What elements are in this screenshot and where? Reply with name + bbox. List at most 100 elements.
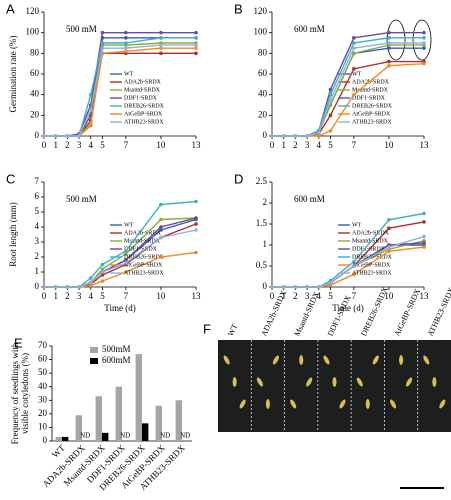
y-tick-label: 20 (258, 109, 268, 119)
x-tick-label: 2 (293, 140, 298, 150)
data-point (422, 241, 426, 245)
data-point (270, 134, 274, 138)
data-point (328, 87, 333, 92)
data-point (124, 36, 128, 40)
y-tick-label: 50 (38, 367, 48, 377)
y-tick-label: 2.5 (256, 176, 268, 186)
seedling (323, 355, 330, 365)
seedling (232, 377, 237, 387)
seedling (239, 399, 246, 409)
x-tick-label: 1 (281, 291, 286, 301)
seedling (272, 355, 279, 365)
legend-label: Msantd-SRDX (352, 87, 389, 93)
x-tick-label: 4 (317, 291, 322, 301)
y-tick-label: 0 (35, 130, 40, 140)
legend-label: AtGeBP-SRDX (124, 111, 163, 117)
x-tick-label: 4 (317, 140, 322, 150)
data-point (124, 49, 128, 54)
x-tick-label: 3 (77, 140, 82, 150)
y-tick-label: 40 (258, 89, 268, 99)
data-point (100, 270, 105, 274)
data-point (124, 30, 128, 35)
data-point (159, 228, 163, 232)
bar (102, 432, 109, 441)
x-tick-label: 10 (384, 140, 394, 150)
annotation: 500 mM (66, 194, 97, 204)
data-point (159, 36, 163, 40)
y-tick-label: 0 (43, 435, 48, 445)
seedling (399, 355, 404, 365)
y-tick-label: 5 (35, 206, 40, 216)
legend-label: Msantd-SRDX (124, 238, 161, 244)
data-point (270, 285, 274, 289)
data-point (124, 46, 128, 50)
y-tick-label: 80 (258, 47, 268, 57)
legend-label: 600mM (102, 355, 131, 365)
missing-label: ND (180, 432, 190, 440)
x-tick-label: 3 (305, 140, 310, 150)
y-tick-label: 2 (35, 251, 40, 261)
seedling (306, 377, 313, 387)
data-point (100, 41, 105, 45)
data-point (328, 92, 333, 97)
data-point (100, 279, 105, 283)
data-point (422, 234, 426, 239)
legend-swatch (90, 358, 98, 364)
data-point (316, 134, 321, 138)
data-point (281, 134, 286, 138)
data-point (42, 285, 46, 289)
y-tick-label: 6 (35, 191, 40, 201)
x-tick-label: 2 (293, 291, 298, 301)
data-point (352, 51, 356, 56)
legend-label: ATHB23-SRDX (352, 119, 392, 125)
y-tick-label: 60 (30, 68, 40, 78)
legend-label: DREB26-SRDX (352, 103, 393, 109)
data-point (387, 30, 391, 35)
legend-label: ATHB23-SRDX (352, 270, 392, 276)
series-line (44, 37, 196, 137)
data-point (352, 46, 356, 50)
data-point (65, 285, 70, 289)
seedling (265, 399, 270, 409)
seedling (439, 399, 446, 409)
legend-label: DDF1-SRDX (124, 246, 158, 252)
x-tick-label: 13 (192, 291, 202, 301)
x-tick-label: 3 (77, 291, 82, 301)
series-line (272, 37, 424, 137)
column-label: ATHB23-SRDX (426, 286, 451, 338)
data-point (422, 245, 426, 249)
data-point (422, 46, 426, 50)
x-tick-label: 4 (89, 291, 94, 301)
data-point (316, 285, 321, 289)
data-point (159, 46, 163, 50)
seedling (423, 355, 430, 365)
bar (95, 396, 102, 441)
x-tick-label: 1 (281, 140, 286, 150)
y-tick-label: 40 (38, 381, 48, 391)
legend-label: DREB26-SRDX (124, 254, 165, 260)
data-point (281, 285, 286, 289)
data-point (100, 267, 105, 271)
x-tick-label: 7 (124, 140, 129, 150)
data-point (387, 46, 391, 50)
legend-label: WT (124, 71, 134, 77)
legend-label: AtGeBP-SRDX (352, 262, 391, 268)
column-label: AtGeBP-SRDX (392, 287, 422, 337)
legend-label: ATHB23-SRDX (124, 270, 164, 276)
data-point (387, 63, 391, 68)
data-point (305, 285, 309, 289)
x-tick-label: 5 (328, 140, 333, 150)
data-point (88, 92, 93, 97)
legend-label: 500mM (102, 344, 131, 354)
data-point (100, 262, 105, 267)
data-point (124, 261, 128, 265)
y-axis-label: Root length (mm) (8, 202, 18, 267)
data-point (387, 226, 391, 230)
missing-label: ND (160, 432, 170, 440)
data-point (100, 30, 105, 35)
bar (115, 386, 122, 441)
data-point (387, 245, 391, 249)
data-point (352, 272, 356, 277)
data-point (65, 134, 70, 138)
